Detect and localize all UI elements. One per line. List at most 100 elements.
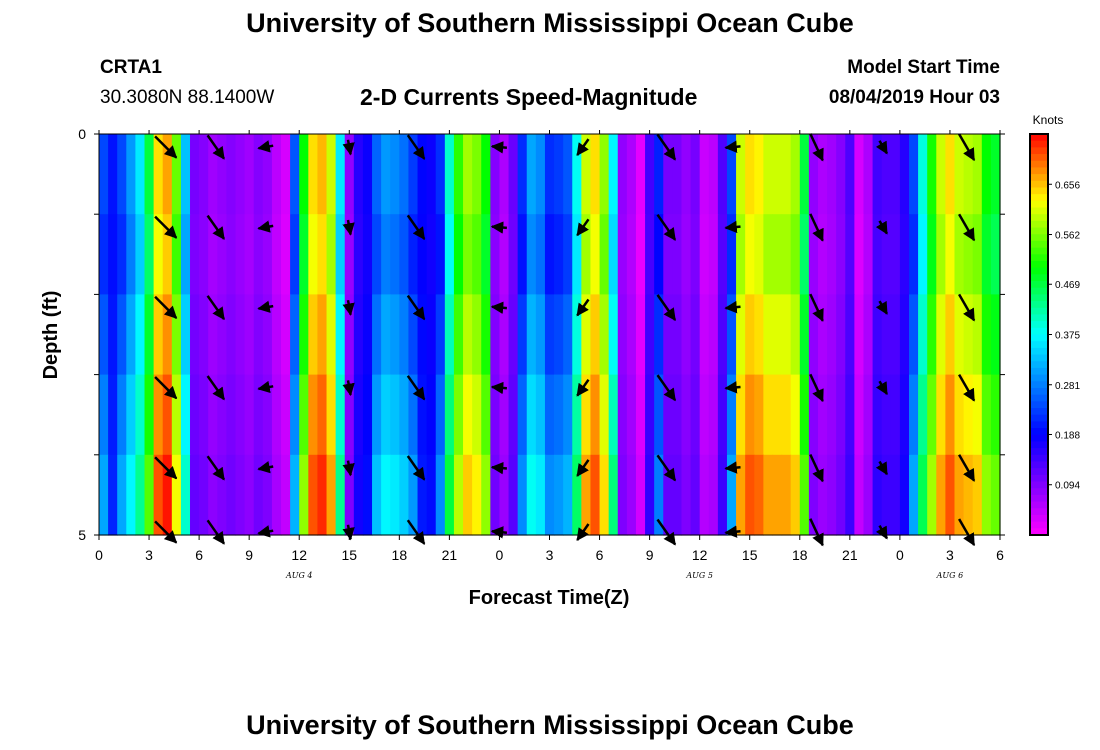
heatmap-cell — [608, 374, 619, 456]
heatmap-cell — [472, 294, 482, 376]
heatmap-cell — [899, 214, 910, 295]
current-arrow — [257, 525, 274, 538]
colorbar-segment — [1030, 381, 1048, 389]
heatmap-cell — [153, 134, 164, 215]
current-arrow — [406, 134, 426, 160]
heatmap-cell — [726, 374, 737, 456]
heatmap-cell — [881, 134, 892, 215]
heatmap-cell — [444, 294, 455, 376]
heatmap-cell — [654, 134, 664, 215]
heatmap-cell — [372, 374, 382, 456]
colorbar-segment — [1030, 287, 1048, 295]
current-arrow — [875, 300, 888, 315]
heatmap-cell — [908, 134, 919, 215]
heatmap-cell — [508, 134, 519, 215]
heatmap-cell — [526, 374, 537, 456]
heatmap-cell — [390, 294, 400, 376]
heatmap-cell — [908, 294, 919, 376]
heatmap-cell — [199, 134, 209, 215]
heatmap-cell — [617, 454, 628, 536]
heatmap-cell — [208, 454, 218, 536]
heatmap-cell — [435, 374, 446, 456]
colorbar-segment — [1030, 488, 1048, 496]
heatmap-cell — [990, 214, 1001, 295]
heatmap-cell — [381, 214, 391, 295]
heatmap-cell — [444, 374, 455, 456]
heatmap-cell — [918, 374, 928, 456]
x-tick-label: 3 — [145, 547, 153, 563]
colorbar-tick-label: 0.094 — [1055, 481, 1080, 492]
heatmap-cell — [180, 134, 191, 215]
heatmap-cell — [808, 374, 819, 456]
heatmap-cell — [253, 294, 264, 376]
heatmap-cell — [226, 374, 237, 456]
heatmap-cell — [326, 374, 337, 456]
heatmap-cell — [672, 454, 683, 536]
heatmap-cell — [635, 214, 646, 295]
heatmap-cell — [426, 454, 437, 536]
heatmap-cell — [135, 374, 146, 456]
colorbar-segment — [1030, 468, 1048, 476]
heatmap-cell — [453, 214, 464, 295]
heatmap-cell — [544, 454, 555, 536]
heatmap-cell — [308, 294, 319, 376]
heatmap-cell — [244, 374, 255, 456]
heatmap-cell — [663, 374, 673, 456]
current-arrow — [206, 455, 226, 481]
heatmap-cell — [399, 454, 410, 536]
heatmap-cell — [681, 374, 692, 456]
heatmap-cell — [117, 294, 127, 376]
heatmap-cell — [508, 374, 519, 456]
colorbar-segment — [1030, 321, 1048, 329]
heatmap-cell — [581, 454, 592, 536]
heatmap-cell — [353, 134, 364, 215]
heatmap-cell — [827, 134, 837, 215]
y-tick-label: 0 — [78, 126, 86, 142]
heatmap-cell — [754, 374, 764, 456]
heatmap-cell — [281, 294, 291, 376]
current-arrow — [576, 218, 590, 237]
heatmap-cell — [599, 374, 610, 456]
heatmap-cell — [281, 454, 291, 536]
heatmap-cell — [208, 294, 218, 376]
current-arrow — [257, 220, 274, 233]
colorbar-segment — [1030, 174, 1048, 182]
heatmap-cell — [544, 134, 555, 215]
heatmap-cell — [463, 134, 473, 215]
heatmap-cell — [208, 214, 218, 295]
heatmap-cell — [99, 134, 109, 215]
heatmap-cell — [827, 454, 837, 536]
heatmap-cell — [790, 454, 801, 536]
heatmap-cell — [344, 454, 355, 536]
colorbar-segment — [1030, 267, 1048, 275]
heatmap-cell — [581, 214, 592, 295]
heatmap-cell — [517, 294, 528, 376]
heatmap-cell — [262, 134, 273, 215]
heatmap-cell — [554, 374, 564, 456]
heatmap-cell — [208, 374, 218, 456]
heatmap-cell — [654, 294, 664, 376]
heatmap-cell — [217, 214, 228, 295]
colorbar-segment — [1030, 307, 1048, 316]
heatmap-cell — [799, 134, 810, 215]
heatmap-cell — [308, 374, 319, 456]
current-arrow — [875, 140, 888, 155]
heatmap-cell — [235, 374, 246, 456]
heatmap-cell — [972, 374, 983, 456]
heatmap-cell — [635, 454, 646, 536]
heatmap-cell — [235, 134, 246, 215]
x-tick-label: 18 — [792, 547, 808, 563]
colorbar-segment — [1030, 434, 1048, 443]
colorbar-segment — [1030, 160, 1048, 169]
heatmap-cell — [708, 454, 719, 536]
current-arrow — [724, 461, 741, 474]
colorbar-tick-label: 0.188 — [1055, 430, 1080, 441]
heatmap-cell — [108, 454, 118, 536]
current-arrow — [958, 213, 976, 242]
heatmap-cell — [381, 454, 391, 536]
heatmap-cell — [435, 294, 446, 376]
heatmap-cell — [171, 374, 182, 456]
heatmap-cell — [126, 214, 136, 295]
heatmap-cell — [626, 294, 637, 376]
heatmap-cell — [863, 134, 874, 215]
